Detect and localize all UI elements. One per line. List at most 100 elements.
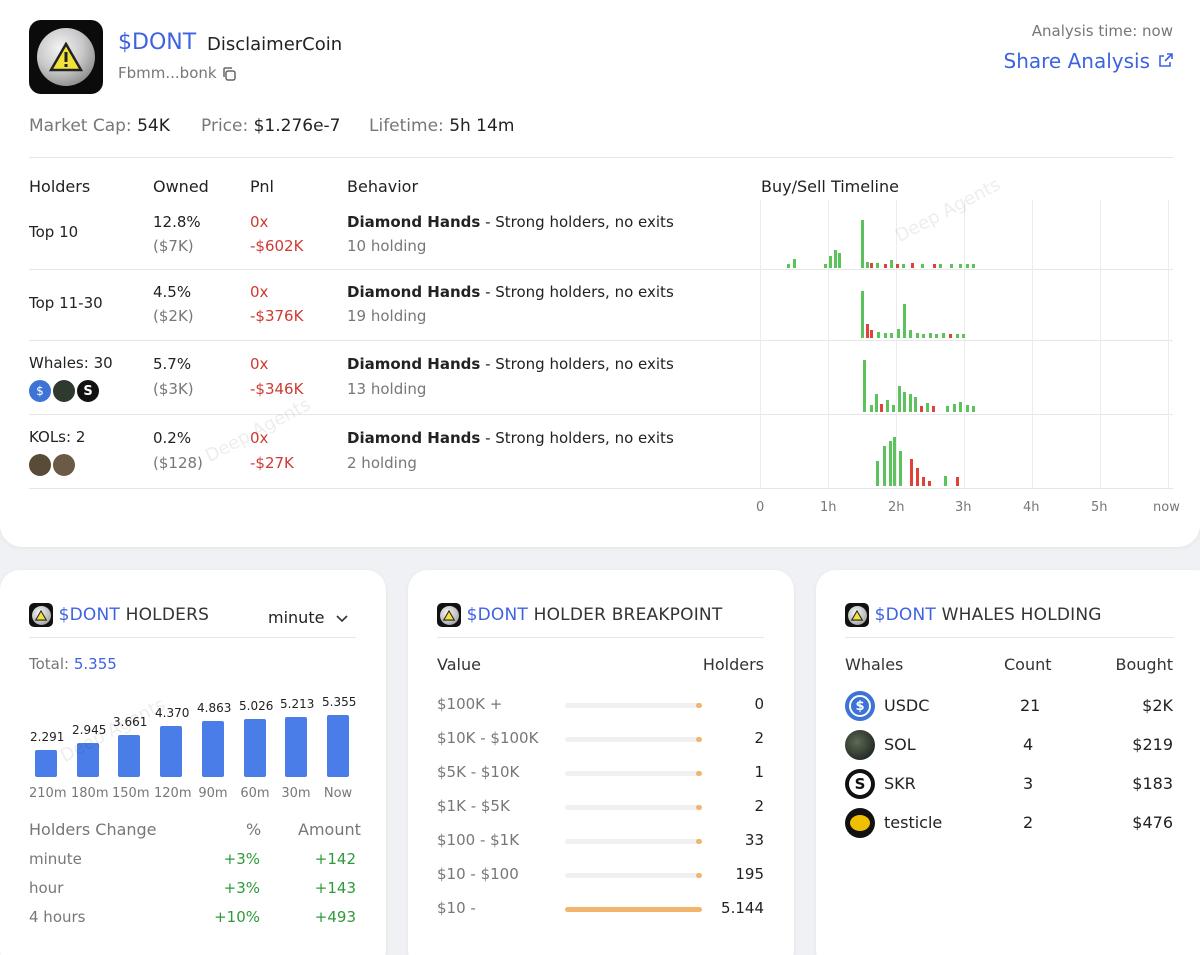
share-analysis-link[interactable]: Share Analysis	[1003, 49, 1150, 73]
bar-value-label: 5.026	[239, 699, 274, 713]
whale-bought: $476	[1132, 813, 1173, 832]
holders-bar	[202, 721, 224, 777]
whale-bought: $183	[1132, 774, 1173, 793]
divider	[29, 269, 1173, 270]
pnl-usd: -$376K	[250, 307, 304, 325]
bar-axis-label: 210m	[29, 786, 67, 801]
owned-pct: 5.7%	[153, 355, 192, 373]
breakpoint-fill	[696, 839, 702, 844]
warning-icon	[847, 605, 867, 625]
grid-line	[964, 200, 965, 488]
holders-panel: $DONT HOLDERS minute Total: 5.355 2.291 2…	[0, 570, 386, 955]
breakpoint-count: 0	[754, 695, 764, 713]
whale-name: USDC	[884, 696, 930, 715]
row-label: Top 10	[29, 223, 79, 241]
warning-icon	[37, 28, 95, 86]
change-pct: +3%	[223, 850, 260, 868]
whale-name: SOL	[884, 735, 916, 754]
breakpoint-fill	[696, 703, 702, 708]
bar-axis-label: 180m	[71, 786, 109, 801]
holders-bar	[35, 750, 57, 777]
bar-axis-label: 60m	[240, 786, 270, 801]
whale-bought: $2K	[1142, 696, 1173, 715]
pnl-usd: -$602K	[250, 237, 304, 255]
breakpoint-fill	[696, 737, 702, 742]
axis-label: 0	[756, 500, 765, 515]
bar-value-label: 4.370	[155, 706, 190, 720]
change-header-pct: %	[246, 820, 262, 839]
holding-count: 2 holding	[347, 454, 417, 472]
change-header-amount: Amount	[298, 820, 361, 839]
total-holders: Total: 5.355	[29, 655, 117, 673]
kol-avatar	[29, 454, 51, 476]
breakpoint-track	[565, 771, 702, 776]
header-value: Value	[437, 655, 481, 674]
row-label: Whales: 30	[29, 354, 113, 372]
behavior: Diamond Hands - Strong holders, no exits	[347, 283, 674, 301]
divider	[29, 637, 356, 638]
bar-value-label: 5.213	[280, 697, 315, 711]
change-amount: +142	[314, 850, 356, 868]
breakpoint-fill	[565, 907, 702, 912]
token-logo-small	[437, 603, 461, 627]
warning-icon	[439, 605, 459, 625]
owned-usd: ($2K)	[153, 307, 194, 325]
external-link-icon[interactable]	[1158, 52, 1174, 72]
change-amount: +143	[314, 879, 356, 897]
watermark: Deep Agents	[891, 174, 1004, 247]
whale-count: 4	[1023, 735, 1034, 754]
divider	[845, 637, 1174, 638]
skr-avatar: S	[77, 380, 99, 402]
holders-bar	[244, 719, 266, 777]
bar-value-label: 3.661	[113, 715, 148, 729]
header-behavior: Behavior	[347, 177, 419, 196]
row-label: KOLs: 2	[29, 428, 86, 446]
pnl-multiple: 0x	[250, 429, 269, 447]
bar-axis-label: Now	[323, 786, 353, 801]
kol-avatar	[53, 454, 75, 476]
token-overview-card: $DONT DisclaimerCoin Fbmm...bonk Analysi…	[0, 0, 1200, 547]
bar-value-label: 2.291	[30, 730, 65, 744]
header-holders: Holders	[29, 177, 91, 196]
bar-axis-label: 30m	[281, 786, 311, 801]
owned-pct: 12.8%	[153, 213, 201, 231]
grid-line	[1168, 200, 1169, 488]
breakpoint-range: $10 - $100	[437, 865, 519, 883]
owned-usd: ($3K)	[153, 380, 194, 398]
header-timeline: Buy/Sell Timeline	[761, 177, 899, 196]
breakpoint-count: 195	[735, 865, 764, 883]
breakpoint-track	[565, 805, 702, 810]
owned-pct: 4.5%	[153, 283, 192, 301]
bar-value-label: 5.355	[322, 695, 357, 709]
breakpoint-range: $5K - $10K	[437, 763, 520, 781]
token-name: DisclaimerCoin	[207, 34, 343, 55]
breakpoint-panel: $DONT HOLDER BREAKPOINT Value Holders $1…	[408, 570, 794, 955]
breakpoint-count: 5.144	[721, 899, 764, 917]
bar-value-label: 4.863	[197, 701, 232, 715]
divider	[29, 488, 1173, 489]
behavior: Diamond Hands - Strong holders, no exits	[347, 429, 674, 447]
whale-avatars: $ S	[29, 380, 101, 402]
usdc-avatar: $	[29, 380, 51, 402]
panel-title: $DONT WHALES HOLDING	[845, 603, 1102, 627]
market-cap-stat: Market Cap: 54K	[29, 116, 170, 136]
pnl-usd: -$346K	[250, 380, 304, 398]
owned-usd: ($7K)	[153, 237, 194, 255]
axis-label: 4h	[1023, 500, 1040, 515]
whale-count: 21	[1020, 696, 1041, 715]
token-logo-small	[29, 603, 53, 627]
divider	[29, 157, 1173, 158]
breakpoint-track	[565, 703, 702, 708]
copy-icon[interactable]	[221, 66, 237, 86]
header-owned: Owned	[153, 177, 209, 196]
axis-label: 5h	[1091, 500, 1108, 515]
axis-label: 1h	[820, 500, 837, 515]
interval-select[interactable]: minute	[268, 608, 348, 627]
price-stat: Price: $1.276e-7	[201, 116, 341, 136]
change-amount: +493	[314, 908, 356, 926]
breakpoint-fill	[696, 873, 702, 878]
lifetime-stat: Lifetime: 5h 14m	[369, 116, 515, 136]
grid-line	[760, 200, 761, 488]
sol-icon	[845, 730, 875, 760]
breakpoint-range: $1K - $5K	[437, 797, 510, 815]
